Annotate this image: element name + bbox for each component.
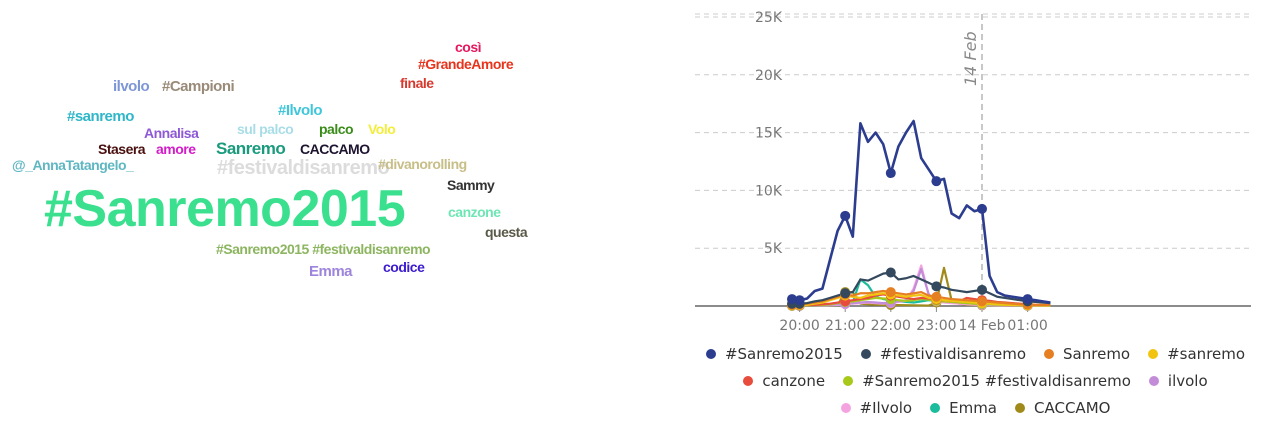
- x-tick-label: 23:00: [916, 318, 956, 334]
- word-cloud-term: CACCAMO: [300, 141, 370, 157]
- annotation-label: 14 Feb: [961, 31, 980, 86]
- word-cloud-term: codice: [383, 259, 425, 275]
- legend-row: #Sanremo2015 #festivaldisanremo Sanremo #sa…: [690, 340, 1261, 367]
- legend-label: #sanremo: [1167, 344, 1246, 363]
- word-cloud-term: canzone: [448, 204, 501, 220]
- x-tick-label: 21:00: [825, 318, 865, 334]
- series-line: [792, 271, 1051, 305]
- word-cloud-term: amore: [156, 141, 196, 157]
- x-tick-label: 20:00: [779, 318, 819, 334]
- word-cloud-term: Sammy: [447, 177, 495, 193]
- data-point: [931, 176, 942, 187]
- legend-item[interactable]: #sanremo: [1148, 345, 1245, 363]
- y-tick-label: 25K: [755, 10, 783, 26]
- word-cloud-term: così: [455, 39, 482, 55]
- series-line: [791, 119, 1051, 304]
- word-cloud-term: Sanremo: [216, 139, 286, 158]
- word-cloud-term: #GrandeAmore: [418, 56, 514, 72]
- y-tick-label: 5K: [764, 241, 783, 257]
- data-point: [931, 281, 942, 292]
- legend-item[interactable]: canzone: [743, 372, 825, 390]
- legend-marker-icon: [860, 348, 871, 359]
- word-cloud-term: Stasera: [98, 141, 146, 157]
- word-cloud-term: questa: [485, 224, 528, 240]
- x-tick-label: 14 Feb: [958, 318, 1005, 334]
- y-tick-label: 20K: [755, 68, 783, 84]
- legend-label: Sanremo: [1063, 344, 1131, 363]
- legend-item[interactable]: #Sanremo2015: [705, 344, 843, 363]
- legend-label: #festivaldisanremo: [879, 344, 1027, 363]
- word-cloud-term: #sanremo: [67, 108, 134, 125]
- data-point: [885, 267, 896, 278]
- word-cloud-term: #Ilvolo: [278, 102, 323, 119]
- data-point: [931, 291, 942, 302]
- legend-item[interactable]: #festivaldisanremo: [860, 344, 1027, 363]
- y-tick-label: 10K: [755, 183, 783, 199]
- data-point: [977, 296, 987, 307]
- legend-row: canzone #Sanremo2015 #festivaldisanremo il…: [690, 367, 1261, 394]
- legend-row: #Ilvolo Emma CACCAMO: [690, 394, 1261, 421]
- word-cloud-term: Annalisa: [144, 125, 199, 141]
- word-cloud-term: palco: [319, 121, 354, 137]
- data-point: [840, 288, 851, 299]
- word-cloud-term: Emma: [309, 263, 353, 280]
- data-point: [885, 168, 896, 179]
- data-point: [787, 294, 797, 305]
- legend-item[interactable]: Sanremo: [1044, 345, 1130, 363]
- word-cloud-term: #festivaldisanremo: [217, 157, 390, 179]
- line-chart: 5K 10K 15K 20K 25K 20:00 21:00 22:00 23:00 14 Feb…: [690, 0, 1261, 425]
- series-line: [791, 292, 1051, 307]
- word-cloud-term: #Sanremo2015: [44, 180, 406, 238]
- legend-marker-icon: [1148, 375, 1159, 386]
- legend-item[interactable]: #Sanremo2015 #festivaldisanremo: [843, 372, 1131, 390]
- word-cloud: così #GrandeAmore finale ilvolo #Campioni #Il…: [0, 0, 560, 425]
- word-cloud-term: finale: [400, 75, 434, 91]
- legend-label: Emma: [949, 398, 998, 417]
- legend-label: #Sanremo2015: [724, 344, 843, 363]
- legend-marker-icon: [840, 402, 851, 413]
- word-cloud-term: ilvolo: [113, 78, 150, 95]
- legend-label: CACCAMO: [1034, 398, 1111, 417]
- word-cloud-term: #divanorolling: [378, 156, 467, 172]
- chart-legend: #Sanremo2015 #festivaldisanremo Sanremo #sa…: [690, 340, 1261, 421]
- legend-item[interactable]: CACCAMO: [1015, 399, 1110, 417]
- y-tick-label: 15K: [755, 126, 783, 142]
- legend-marker-icon: [743, 375, 754, 386]
- series-line: [791, 289, 1051, 306]
- data-point: [977, 203, 987, 214]
- data-point: [794, 295, 805, 306]
- data-point: [1022, 294, 1033, 305]
- legend-marker-icon: [1148, 348, 1159, 359]
- word-cloud-term: @_AnnaTatangelo_: [12, 157, 134, 173]
- word-cloud-term: Volo: [368, 121, 396, 137]
- data-point: [840, 210, 851, 221]
- legend-label: ilvolo: [1167, 371, 1208, 390]
- legend-item[interactable]: ilvolo: [1148, 371, 1208, 390]
- legend-marker-icon: [1015, 402, 1026, 413]
- legend-marker-icon: [1044, 348, 1055, 359]
- legend-label: canzone: [762, 371, 826, 390]
- data-point: [885, 287, 896, 298]
- legend-marker-icon: [705, 348, 716, 359]
- legend-item[interactable]: Emma: [930, 399, 997, 417]
- word-cloud-term: #Sanremo2015 #festivaldisanremo: [216, 241, 431, 257]
- legend-label: #Sanremo2015 #festivaldisanremo: [862, 371, 1131, 390]
- x-tick-label: 22:00: [871, 318, 911, 334]
- legend-item[interactable]: #Ilvolo: [840, 398, 913, 417]
- legend-marker-icon: [843, 375, 854, 386]
- legend-marker-icon: [930, 402, 941, 413]
- x-tick-label: 01:00: [1007, 318, 1047, 334]
- legend-label: #Ilvolo: [859, 398, 913, 417]
- word-cloud-term: sul palco: [237, 121, 294, 137]
- word-cloud-term: #Campioni: [162, 78, 235, 95]
- data-point: [977, 284, 987, 295]
